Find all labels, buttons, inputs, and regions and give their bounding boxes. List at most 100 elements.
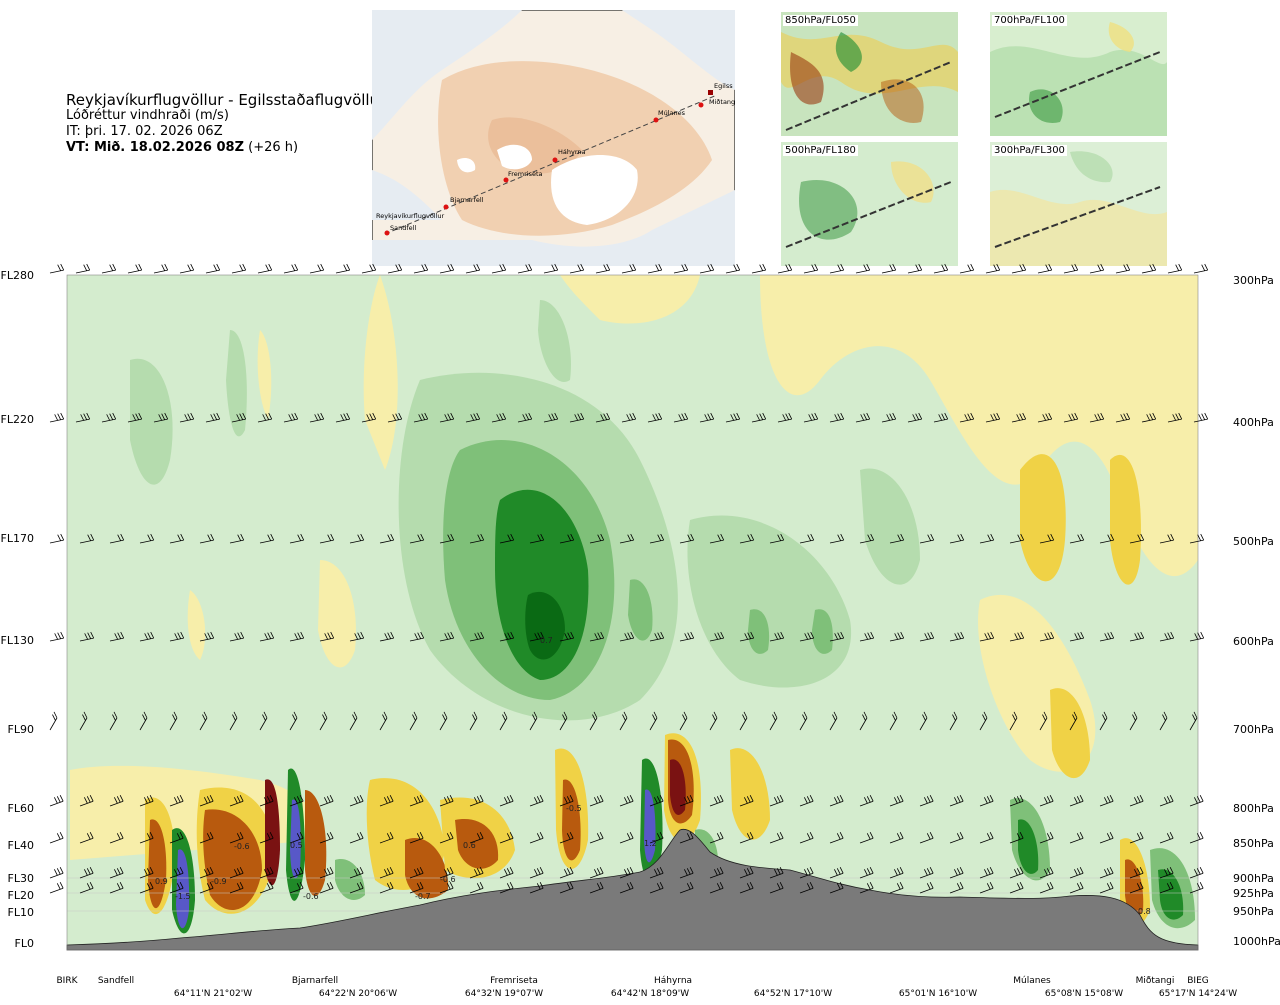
wind-barb-feather — [836, 883, 841, 890]
valid-time-bold: VT: Mið. 18.02.2026 08Z — [66, 140, 245, 155]
wind-barb — [409, 637, 424, 642]
wind-barb-feather — [832, 714, 836, 721]
region-up — [748, 609, 770, 654]
wind-barb-feather — [986, 883, 991, 890]
thumbnail-500hpa[interactable]: 500hPa/FL180 — [781, 142, 958, 266]
wind-barb-feather — [296, 833, 301, 840]
wind-barb — [109, 637, 124, 642]
wind-barb-feather — [82, 714, 86, 721]
wind-barb — [319, 637, 334, 642]
wind-barb-feather — [896, 883, 901, 890]
wind-barb-feather — [174, 869, 178, 876]
wind-barb — [529, 539, 544, 544]
map-point-egilsstadir — [708, 90, 713, 95]
thumbnail-700hpa[interactable]: 700hPa/FL100 — [990, 12, 1167, 136]
wind-barb — [169, 872, 184, 879]
wind-barb-feather — [442, 714, 446, 721]
wind-barb-feather — [387, 632, 392, 639]
wind-barb-feather — [839, 795, 844, 802]
wind-barb-feather — [138, 263, 143, 271]
wind-barb-feather — [1074, 263, 1079, 271]
wind-barb — [1009, 887, 1024, 894]
wind-barb-feather — [1139, 867, 1144, 874]
wind-barb — [439, 837, 454, 844]
wind-barb-feather — [269, 867, 274, 874]
wind-barb-feather — [536, 833, 541, 840]
wind-barb-feather — [986, 796, 991, 803]
wind-barb-feather — [574, 414, 579, 421]
wind-barb-feather — [833, 711, 838, 719]
wind-barb-feather — [476, 412, 481, 420]
wind-barb-feather — [204, 869, 208, 876]
wind-barb-feather — [686, 868, 691, 875]
wind-barb-feather — [682, 714, 686, 721]
wind-barb — [859, 717, 868, 731]
wind-barb-feather — [989, 882, 994, 889]
wind-barb-feather — [1178, 412, 1183, 420]
wind-barb-feather — [749, 882, 754, 889]
wind-barb-feather — [1194, 869, 1198, 876]
wind-barb-feather — [629, 832, 634, 839]
wind-barb-feather — [390, 631, 395, 639]
wind-barb-feather — [860, 414, 865, 421]
wind-barb-feather — [959, 832, 964, 839]
wind-barb-feather — [623, 711, 628, 719]
wind-barb — [139, 800, 154, 807]
wind-barb-feather — [300, 533, 305, 541]
wind-barb-feather — [627, 632, 632, 639]
wind-barb — [409, 717, 418, 731]
wind-barb — [379, 872, 394, 879]
wind-barb-feather — [262, 414, 267, 421]
wind-barb — [259, 872, 274, 879]
wind-barb-feather — [89, 882, 94, 889]
wind-barb-feather — [690, 533, 695, 541]
wind-barb — [1159, 887, 1174, 894]
wind-barb-feather — [117, 534, 122, 541]
wind-barb-feather — [119, 882, 124, 889]
wind-barb-feather — [1046, 833, 1051, 840]
wind-barb — [1039, 887, 1054, 894]
wind-barb-feather — [360, 533, 365, 541]
wind-barb — [699, 418, 714, 423]
wind-barb-feather — [996, 412, 1001, 420]
thumbnail-300hpa[interactable]: 300hPa/FL300 — [990, 142, 1167, 266]
wind-barb-feather — [967, 413, 972, 420]
wind-barb-feather — [1043, 711, 1048, 719]
x-station-label: BIRK — [56, 976, 78, 986]
wind-barb-feather — [264, 797, 268, 804]
wind-barb-feather — [1048, 412, 1053, 420]
wind-barb-feather — [990, 631, 995, 639]
wind-barb-feather — [1136, 883, 1141, 890]
wind-barb-feather — [839, 882, 844, 889]
wind-barb — [1009, 800, 1024, 807]
wind-barb-feather — [59, 832, 64, 839]
wind-barb-feather — [959, 882, 964, 889]
wind-barb-feather — [1107, 632, 1112, 639]
wind-barb — [469, 717, 478, 731]
wind-barb-feather — [776, 833, 781, 840]
wind-barb — [1009, 837, 1024, 844]
thumbnail-850hpa[interactable]: 850hPa/FL050 — [781, 12, 958, 136]
wind-barb — [889, 872, 904, 879]
wind-barb — [709, 837, 724, 844]
y-tick-fl: FL170 — [0, 532, 34, 545]
wind-barb — [725, 269, 740, 274]
x-station-label: BIEG — [1187, 976, 1209, 986]
region-weak-down — [560, 275, 700, 324]
wind-barb-feather — [1016, 414, 1021, 421]
wind-barb-feather — [206, 868, 211, 875]
wind-barb-feather — [1170, 533, 1175, 541]
wind-barb-feather — [449, 795, 454, 802]
wind-barb-feather — [807, 632, 812, 639]
wind-barb-feather — [630, 533, 635, 541]
wind-barb — [919, 872, 934, 879]
wind-barb-feather — [686, 833, 691, 840]
wind-barb-feather — [1162, 714, 1166, 721]
wind-barb-feather — [1022, 412, 1027, 420]
wind-barb — [349, 717, 358, 731]
wind-barb-feather — [387, 534, 392, 541]
wind-barb-feather — [712, 714, 716, 721]
wind-barb-feather — [52, 714, 56, 721]
wind-barb-feather — [660, 631, 665, 639]
wind-barb-feather — [806, 883, 811, 890]
